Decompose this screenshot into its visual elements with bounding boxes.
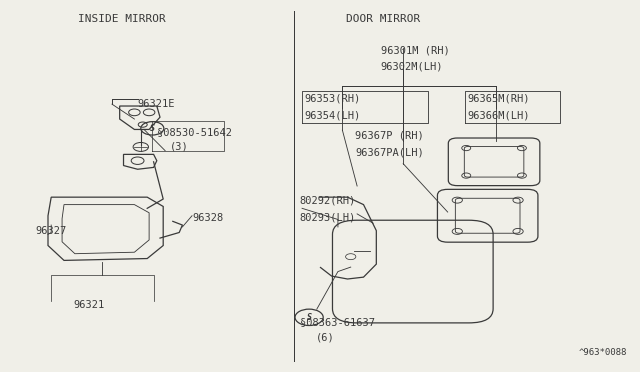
Text: 96328: 96328 [192, 213, 223, 222]
Text: 96353(RH): 96353(RH) [304, 94, 360, 103]
Text: DOOR MIRROR: DOOR MIRROR [346, 14, 420, 24]
Text: 96367PA(LH): 96367PA(LH) [355, 148, 424, 157]
Text: 96302M(LH): 96302M(LH) [381, 62, 444, 72]
Text: 96301M (RH): 96301M (RH) [381, 45, 449, 55]
Text: (6): (6) [316, 333, 335, 343]
Text: S: S [307, 313, 312, 322]
Text: 96366M(LH): 96366M(LH) [467, 110, 530, 120]
Text: (3): (3) [170, 142, 188, 152]
Text: 96367P (RH): 96367P (RH) [355, 131, 424, 141]
Text: INSIDE MIRROR: INSIDE MIRROR [77, 14, 166, 24]
Text: 80292(RH): 80292(RH) [300, 196, 356, 206]
Text: 96365M(RH): 96365M(RH) [467, 94, 530, 103]
Text: §08530-51642: §08530-51642 [157, 127, 232, 137]
Text: S: S [150, 124, 155, 133]
Text: 96321E: 96321E [138, 99, 175, 109]
Text: §08363-61637: §08363-61637 [300, 317, 374, 327]
Text: 96321: 96321 [74, 300, 105, 310]
Text: ^963*0088: ^963*0088 [579, 348, 627, 357]
Text: 80293(LH): 80293(LH) [300, 213, 356, 222]
Text: 96354(LH): 96354(LH) [304, 110, 360, 120]
Text: 96327: 96327 [35, 226, 67, 235]
